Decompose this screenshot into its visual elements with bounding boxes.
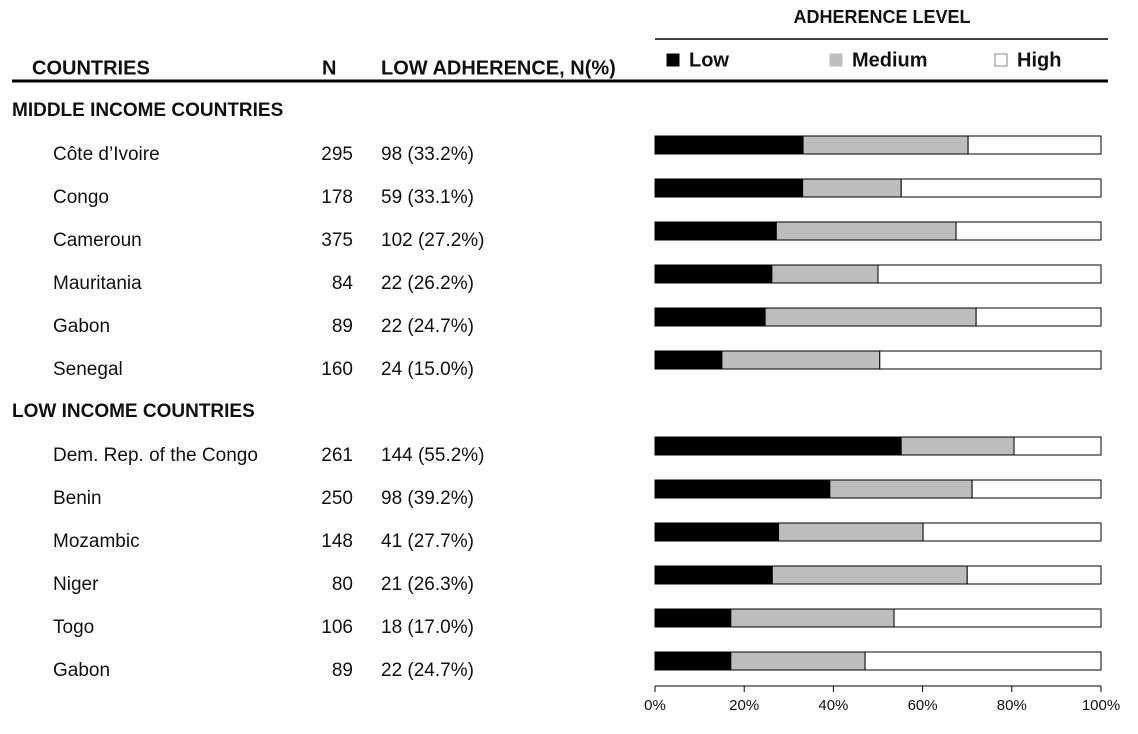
low-adherence: 144 (55.2%)	[381, 445, 485, 466]
country: Cameroun	[53, 230, 142, 251]
country: Togo	[53, 617, 94, 638]
n: 148	[321, 531, 353, 552]
bar-segment	[654, 608, 732, 628]
x-tick-label: 40%	[818, 697, 848, 714]
country: Côte d’Ivoire	[53, 144, 160, 165]
low-adherence: 98 (39.2%)	[381, 488, 474, 509]
low-adherence: 41 (27.7%)	[381, 531, 474, 552]
low-adherence: 98 (33.2%)	[381, 144, 474, 165]
bar-segment	[971, 479, 1102, 499]
n: 160	[321, 359, 353, 380]
country: Mozambic	[53, 531, 140, 552]
country: Senegal	[53, 359, 123, 380]
bar-segment	[771, 565, 968, 585]
legend-swatch	[829, 53, 843, 67]
header: LOW ADHERENCE, N(%)	[381, 57, 616, 79]
bar-segment	[721, 350, 881, 370]
bar-segment	[654, 178, 804, 198]
bar-segment	[893, 608, 1102, 628]
n: 106	[321, 617, 353, 638]
bar-segment	[955, 221, 1102, 241]
bar-segment	[654, 350, 723, 370]
country: Gabon	[53, 660, 110, 681]
n: 295	[321, 144, 353, 165]
bar-segment	[654, 565, 773, 585]
low-adherence: 22 (24.7%)	[381, 316, 474, 337]
bar-segment	[730, 651, 866, 671]
bar-segment	[900, 436, 1015, 456]
bar-segment	[771, 264, 879, 284]
x-tick-label: 0%	[644, 697, 666, 714]
low-adherence: 59 (33.1%)	[381, 187, 474, 208]
bar-segment	[829, 479, 973, 499]
n: 89	[332, 660, 353, 681]
low-adherence: 22 (26.2%)	[381, 273, 474, 294]
country: Benin	[53, 488, 102, 509]
x-tick-label: 100%	[1082, 697, 1120, 714]
x-tick-label: 20%	[729, 697, 759, 714]
bar-segment	[654, 436, 902, 456]
header: COUNTRIES	[32, 57, 150, 79]
n: 250	[321, 488, 353, 509]
country: Mauritania	[53, 273, 142, 294]
country: Congo	[53, 187, 109, 208]
bar-segment	[879, 350, 1102, 370]
legend-swatch	[666, 53, 680, 67]
bar-segment	[966, 565, 1102, 585]
bar-segment	[1013, 436, 1102, 456]
bar-segment	[922, 522, 1102, 542]
group-title: MIDDLE INCOME COUNTRIES	[12, 100, 283, 121]
bar-segment	[864, 651, 1102, 671]
header: N	[322, 57, 336, 79]
n: 178	[321, 187, 353, 208]
x-tick-label: 60%	[908, 697, 938, 714]
low-adherence: 21 (26.3%)	[381, 574, 474, 595]
n: 375	[321, 230, 353, 251]
country: Dem. Rep. of the Congo	[53, 445, 258, 466]
bar-segment	[764, 307, 977, 327]
bar-segment	[778, 522, 924, 542]
bar-segment	[975, 307, 1102, 327]
bar-segment	[654, 307, 766, 327]
bar-segment	[877, 264, 1102, 284]
low-adherence: 24 (15.0%)	[381, 359, 474, 380]
country: Gabon	[53, 316, 110, 337]
legend-label: Medium	[852, 49, 928, 71]
group-title: LOW INCOME COUNTRIES	[12, 401, 255, 422]
bar-segment	[802, 135, 969, 155]
n: 261	[321, 445, 353, 466]
bar-segment	[802, 178, 902, 198]
bar-segment	[654, 264, 773, 284]
bar-segment	[654, 651, 732, 671]
bar-segment	[730, 608, 895, 628]
bar-segment	[775, 221, 957, 241]
bar-segment	[654, 522, 780, 542]
bar-segment	[654, 479, 831, 499]
bar-segment	[654, 221, 777, 241]
low-adherence: 102 (27.2%)	[381, 230, 485, 251]
legend-label: High	[1017, 49, 1061, 71]
country: Niger	[53, 574, 99, 595]
bar-segment	[900, 178, 1102, 198]
legend-swatch	[994, 53, 1008, 67]
low-adherence: 22 (24.7%)	[381, 660, 474, 681]
n: 89	[332, 316, 353, 337]
n: 84	[332, 273, 354, 294]
bar-segment	[967, 135, 1102, 155]
n: 80	[332, 574, 353, 595]
low-adherence: 18 (17.0%)	[381, 617, 474, 638]
chart-title: ADHERENCE LEVEL	[793, 7, 970, 27]
bar-segment	[654, 135, 804, 155]
legend-label: Low	[689, 49, 729, 71]
x-tick-label: 80%	[997, 697, 1027, 714]
